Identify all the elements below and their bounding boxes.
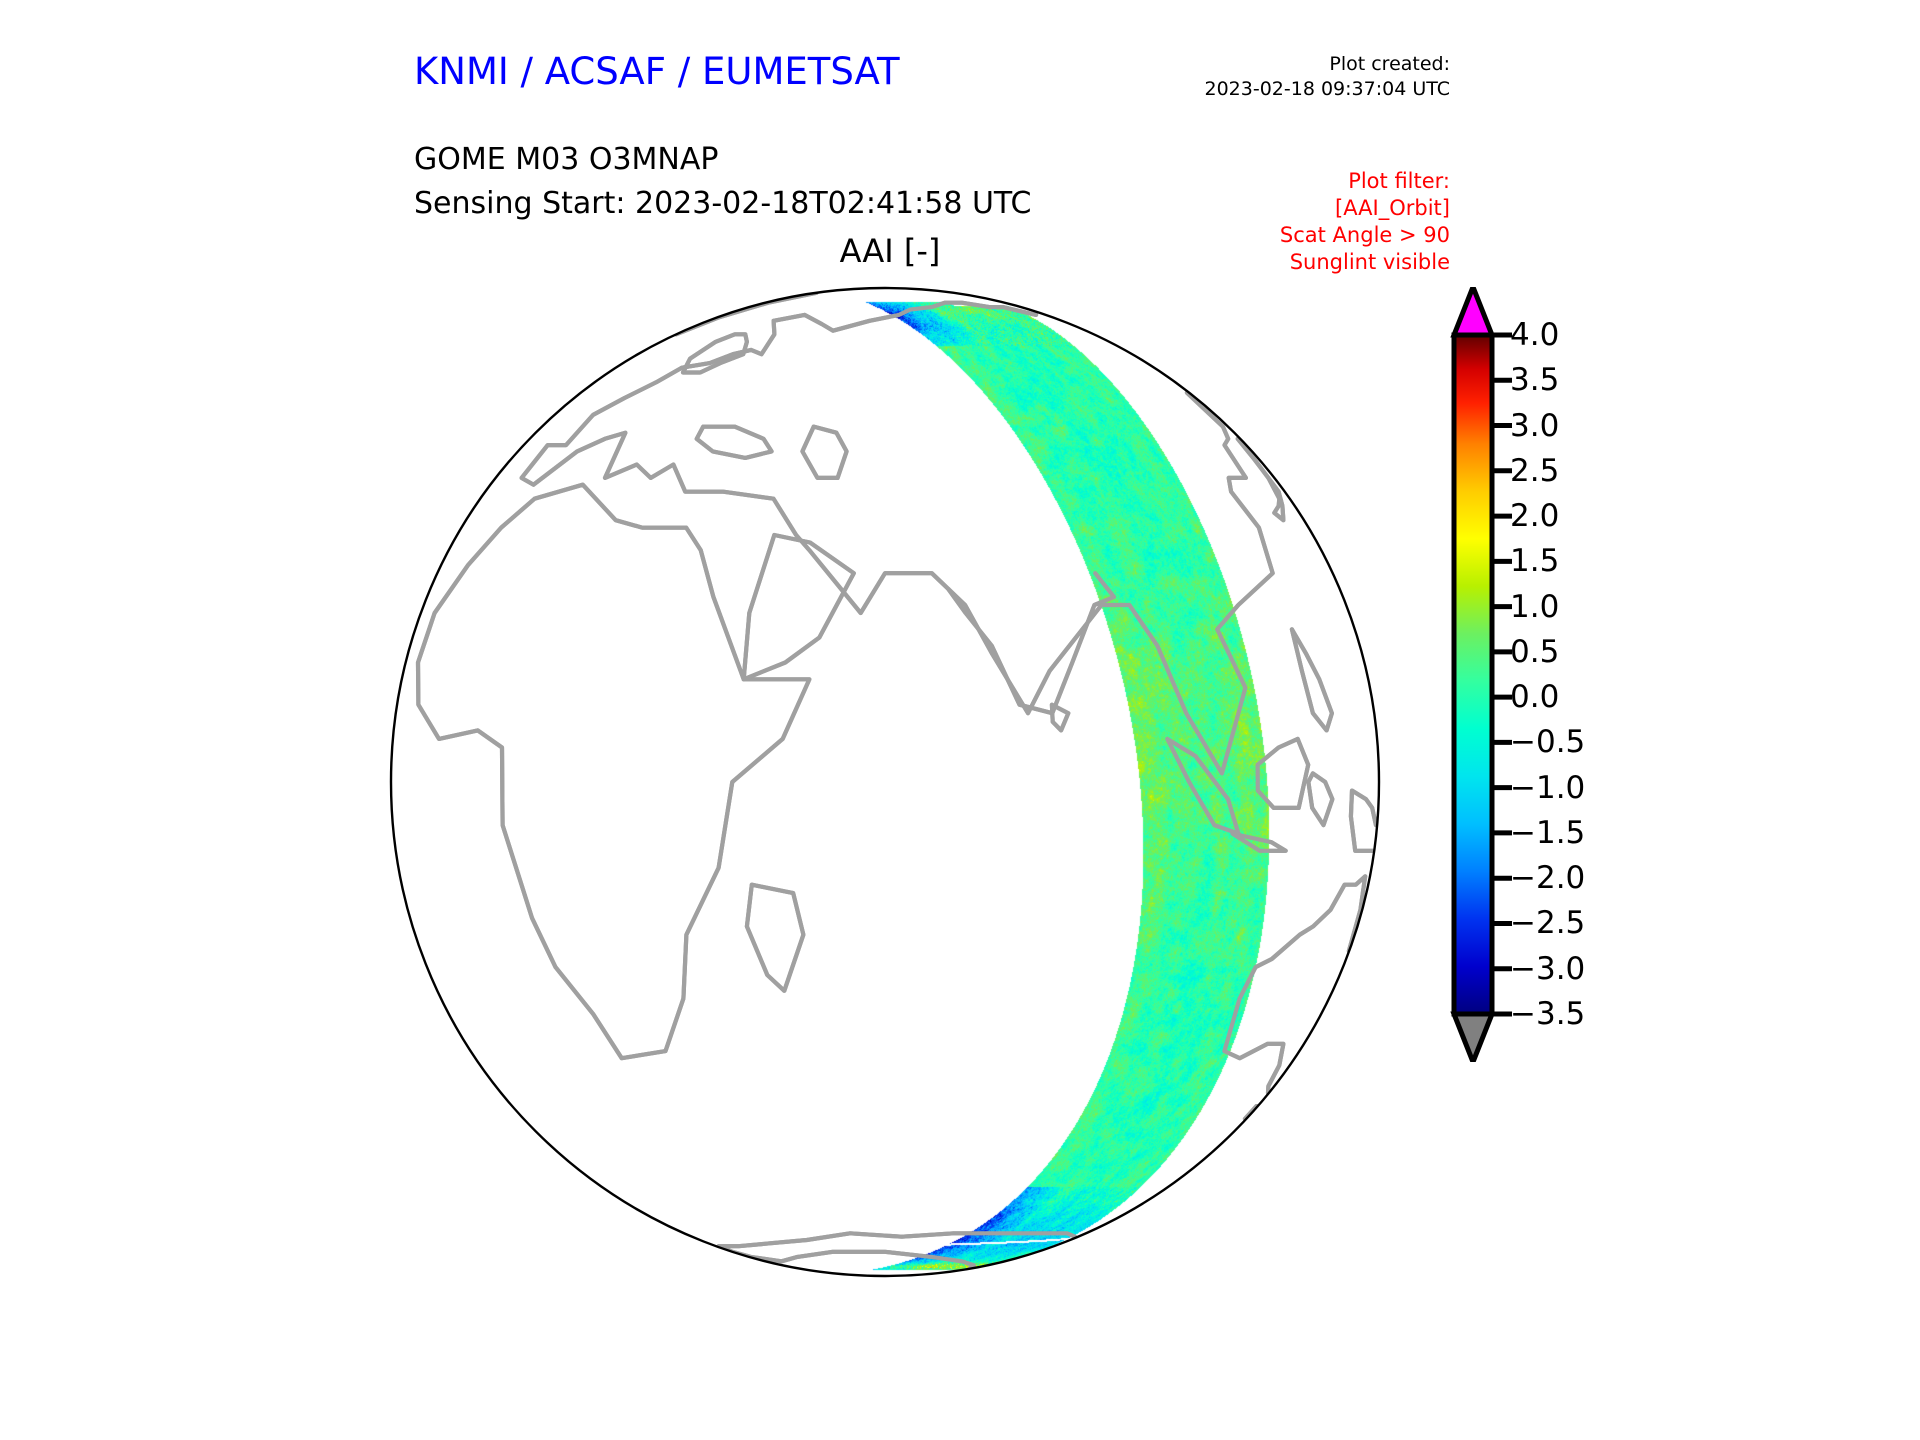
coastline-path [1289, 627, 1334, 733]
coastline-path [680, 332, 749, 375]
coastline-path [694, 424, 774, 460]
colorbar-tick-label: −1.0 [1510, 769, 1586, 806]
colorbar-ticks [1492, 332, 1512, 1017]
colorbar-tick-label: 1.5 [1510, 543, 1560, 580]
plot-created-block: Plot created: 2023-02-18 09:37:04 UTC [1000, 52, 1451, 102]
coastline-path [744, 882, 806, 993]
coastline-path [1222, 874, 1368, 1095]
colorbar: 4.0 3.5 3.0 2.5 2.0 1.5 1.0 0.5 0.0 −0.5 −1.0 −1.5 −… [1432, 287, 1692, 1062]
coastline-path [1306, 771, 1335, 828]
colorbar-tick-label: 3.0 [1510, 407, 1560, 444]
filter-sunglint: Sunglint visible [1289, 250, 1450, 274]
sensing-start: Sensing Start: 2023-02-18T02:41:58 UTC [414, 186, 1032, 221]
globe-outline [389, 286, 1381, 1278]
organisation-title: KNMI / ACSAF / EUMETSAT [414, 50, 900, 93]
dataset-name: GOME M03 O3MNAP [414, 142, 719, 177]
colorbar-over-arrow [1450, 287, 1496, 338]
colorbar-tick-label: −0.5 [1510, 724, 1586, 761]
colorbar-tick-label: 1.0 [1510, 588, 1560, 625]
coastline-path [415, 482, 812, 1061]
plot-filter-block: Plot filter: [AAI_Orbit] Scat Angle > 90… [1060, 168, 1450, 276]
filter-scat-angle: Scat Angle > 90 [1279, 223, 1450, 247]
colorbar-tick-label: −1.5 [1510, 814, 1586, 851]
globe-map [389, 286, 1381, 1278]
filter-product: [AAI_Orbit] [1335, 196, 1450, 220]
plot-created-value: 2023-02-18 09:37:04 UTC [1204, 78, 1451, 100]
coastline-path [1235, 436, 1286, 523]
colorbar-tick-label: 0.5 [1510, 633, 1560, 670]
colorbar-tick-label: 3.5 [1510, 362, 1560, 399]
coastline-path [1255, 736, 1311, 810]
coastlines-overlay [415, 290, 1378, 1271]
colorbar-tick-label: 0.0 [1510, 679, 1560, 716]
plot-created-label: Plot created: [1329, 53, 1450, 75]
colorbar-body [1451, 332, 1495, 1017]
plot-title: AAI [-] [839, 232, 941, 270]
colorbar-tick-label: 2.0 [1510, 498, 1560, 535]
colorbar-under-arrow [1450, 1011, 1496, 1062]
aai-swath [391, 288, 1379, 1276]
coastline-path [800, 424, 849, 480]
coastline-path [1049, 702, 1071, 733]
dataset-block: GOME M03 O3MNAP Sensing Start: 2023-02-1… [414, 138, 1031, 226]
aai-swath-raster [391, 288, 1379, 1276]
colorbar-tick-label: 2.5 [1510, 452, 1560, 489]
colorbar-tick-label: −3.0 [1510, 950, 1586, 987]
globe-svg [389, 286, 1381, 1278]
coastline-path [1348, 788, 1378, 853]
colorbar-svg [1450, 287, 1512, 1062]
colorbar-tick-label: −2.5 [1510, 905, 1586, 942]
coastline-path [1230, 831, 1288, 853]
filter-label: Plot filter: [1348, 169, 1450, 193]
colorbar-tick-label: −3.5 [1510, 996, 1586, 1032]
colorbar-tick-label: −2.0 [1510, 860, 1586, 897]
coastline-path [741, 532, 856, 682]
colorbar-tick-label: 4.0 [1510, 317, 1560, 353]
